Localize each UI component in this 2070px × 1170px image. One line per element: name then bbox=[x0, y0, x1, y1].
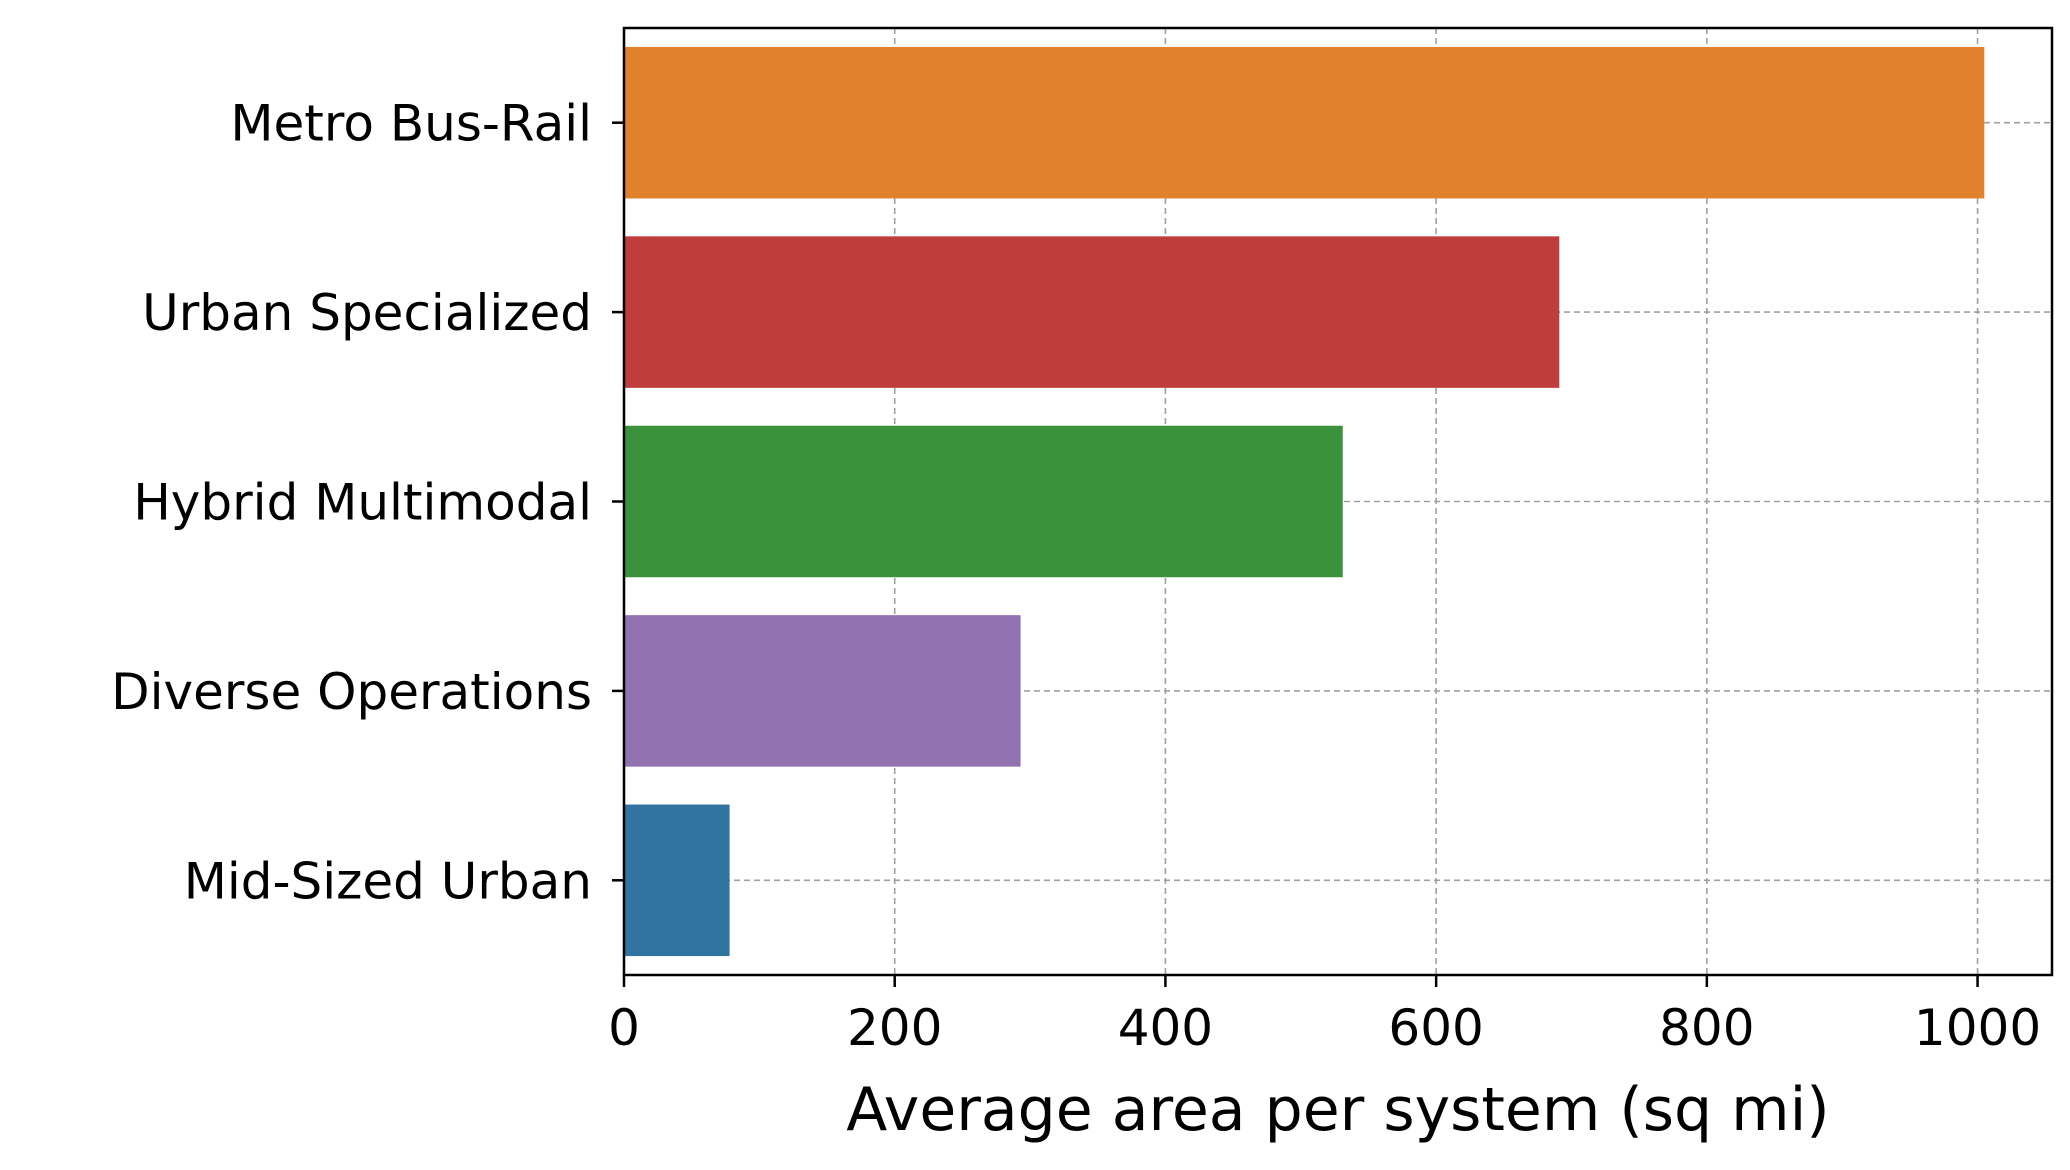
x-tick-label: 0 bbox=[608, 999, 640, 1057]
y-tick-label: Mid-Sized Urban bbox=[184, 852, 592, 910]
x-tick-label: 1000 bbox=[1914, 999, 2041, 1057]
x-tick-label: 600 bbox=[1388, 999, 1483, 1057]
y-tick-label: Diverse Operations bbox=[111, 663, 592, 721]
bar-hybrid-multimodal bbox=[624, 425, 1343, 578]
bar-mid-sized-urban bbox=[624, 804, 730, 957]
y-tick-label: Urban Specialized bbox=[142, 284, 592, 342]
ticks: 0 200 400 600 800 1000 Metro Bus-Rail Urban Spe… bbox=[111, 95, 2041, 1057]
bars bbox=[624, 46, 1985, 957]
x-tick-label: 400 bbox=[1118, 999, 1213, 1057]
x-axis-title: Average area per system (sq mi) bbox=[846, 1075, 1829, 1145]
y-tick-label: Metro Bus-Rail bbox=[230, 95, 592, 153]
x-tick-label: 800 bbox=[1659, 999, 1754, 1057]
x-tick-label: 200 bbox=[847, 999, 942, 1057]
bar-diverse-operations bbox=[624, 615, 1021, 767]
bar-urban-specialized bbox=[624, 236, 1560, 388]
y-tick-label: Hybrid Multimodal bbox=[133, 474, 592, 532]
bar-metro-bus-rail bbox=[624, 46, 1985, 199]
